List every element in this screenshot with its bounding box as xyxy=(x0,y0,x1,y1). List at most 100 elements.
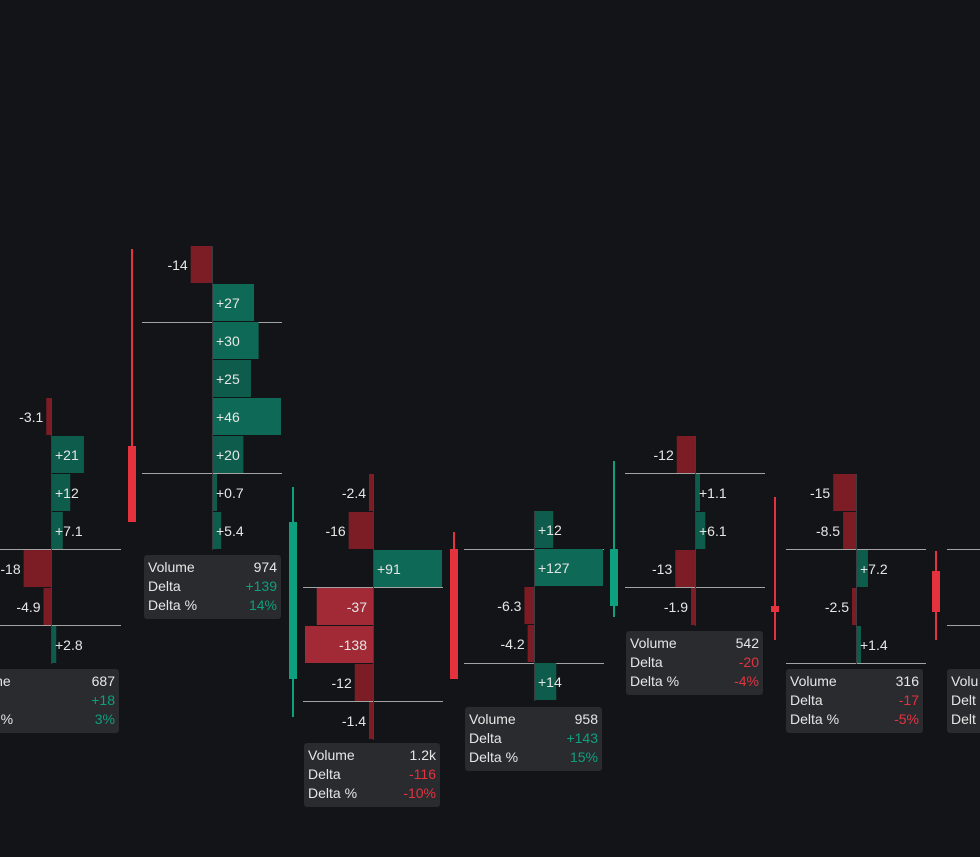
delta-bar-positive xyxy=(857,550,868,587)
delta-bar-positive xyxy=(696,474,700,511)
delta-bar-negative xyxy=(316,588,373,625)
stats-panel-background xyxy=(947,669,980,733)
delta-value-label: -37 xyxy=(347,599,367,615)
stats-volume-label: Volume xyxy=(0,673,11,689)
delta-value-label: +14 xyxy=(538,674,562,690)
stats-panel: Volume687Delta+18Delta %3% xyxy=(0,669,119,733)
delta-value-label: -4.9 xyxy=(16,599,40,615)
delta-value-label: -3.1 xyxy=(19,409,43,425)
delta-value-label: -12 xyxy=(654,447,674,463)
candle-body xyxy=(771,606,779,612)
stats-volume-value: 974 xyxy=(254,559,278,575)
delta-value-label: -13 xyxy=(652,561,672,577)
delta-bar-positive xyxy=(52,512,63,549)
delta-value-label: +0.7 xyxy=(216,485,244,501)
price-candle[interactable] xyxy=(771,497,779,640)
stats-panel-background xyxy=(304,743,440,807)
delta-bar-negative xyxy=(676,436,695,473)
price-candle[interactable] xyxy=(128,249,136,522)
stats-volume-value: 316 xyxy=(896,673,920,689)
delta-bar-negative xyxy=(369,474,373,511)
delta-value-label: +127 xyxy=(538,560,570,576)
delta-bar-positive xyxy=(52,436,84,473)
stats-delta-percent-label: Delta % xyxy=(0,711,13,727)
delta-value-label: +27 xyxy=(216,295,240,311)
stats-delta-value: +18 xyxy=(91,692,115,708)
stats-panel-background xyxy=(144,555,281,619)
delta-value-label: -15 xyxy=(810,485,830,501)
stats-delta-percent-label: Delt xyxy=(951,711,976,727)
delta-value-label: +12 xyxy=(538,522,562,538)
delta-bar-negative xyxy=(348,512,373,549)
delta-value-label: +2.8 xyxy=(55,637,83,653)
stats-panel: Volu Delt Delt xyxy=(947,669,980,733)
delta-bar-negative xyxy=(843,512,856,549)
price-candle[interactable] xyxy=(289,487,297,717)
price-candle[interactable] xyxy=(932,551,940,640)
candle-body xyxy=(289,522,297,679)
delta-value-label: -2.5 xyxy=(825,599,849,615)
delta-value-label: -18 xyxy=(0,561,20,577)
delta-bar-positive xyxy=(213,284,255,321)
delta-bar-negative xyxy=(527,625,534,662)
delta-bar-negative xyxy=(43,588,51,625)
footprint-column: -15 -8.5 +7.2 -2.5 +1.4 xyxy=(786,474,926,664)
stats-volume-label: Volu xyxy=(951,673,978,689)
delta-bar-positive xyxy=(857,626,861,663)
delta-bar-positive xyxy=(374,550,442,587)
stats-panel: Volume 958 Delta +143 Delta % 15% xyxy=(465,707,602,771)
stats-delta-label: Delta xyxy=(308,766,341,782)
delta-value-label: -1.9 xyxy=(664,599,688,615)
stats-delta-value: +139 xyxy=(245,578,277,594)
stats-delta-value: +143 xyxy=(566,730,598,746)
delta-value-label: +1.1 xyxy=(699,485,727,501)
stats-panel-background xyxy=(0,669,119,733)
stats-panel: Volume 542 Delta -20 Delta % -4% xyxy=(626,631,763,695)
footprint-column xyxy=(947,549,980,626)
delta-bar-positive xyxy=(535,663,557,700)
stats-delta-percent-label: Delta % xyxy=(630,673,679,689)
price-candle[interactable] xyxy=(610,461,618,617)
delta-value-label: -16 xyxy=(325,523,345,539)
stats-delta-label: Delta xyxy=(630,654,663,670)
stats-volume-value: 542 xyxy=(736,635,760,651)
price-candle[interactable] xyxy=(450,532,458,679)
stats-delta-percent-value: -4% xyxy=(734,673,759,689)
stats-panel: Volume 974 Delta +139 Delta % 14% xyxy=(144,555,281,619)
delta-value-label: +21 xyxy=(55,447,79,463)
stats-delta-label: Delta xyxy=(148,578,181,594)
footprint-column: -3.1 +21 +12 +7.1 -18 -4.9 +2.8 xyxy=(0,398,121,664)
delta-value-label: -138 xyxy=(339,637,367,653)
stats-delta-percent-value: -5% xyxy=(894,711,919,727)
stats-delta-percent-label: Delta % xyxy=(308,785,357,801)
stats-panel-background xyxy=(465,707,602,771)
delta-bar-positive xyxy=(213,512,222,549)
stats-volume-label: Volume xyxy=(469,711,516,727)
candle-body xyxy=(932,571,940,612)
delta-bar-positive xyxy=(535,511,554,548)
candles-layer xyxy=(128,249,940,717)
delta-value-label: -6.3 xyxy=(497,598,521,614)
candle-body xyxy=(610,549,618,606)
delta-bar-positive xyxy=(213,398,281,435)
stats-delta-percent-value: 14% xyxy=(249,597,277,613)
footprint-column: -12 +1.1 +6.1 -13 -1.9 xyxy=(625,436,765,626)
delta-bar-negative xyxy=(354,664,373,701)
delta-bar-negative xyxy=(305,626,373,663)
stats-volume-label: Volume xyxy=(308,747,355,763)
delta-value-label: +12 xyxy=(55,485,79,501)
stats-volume-value: 1.2k xyxy=(410,747,437,763)
stats-delta-label: Delta xyxy=(469,730,502,746)
delta-bar-negative xyxy=(369,702,373,739)
stats-delta-percent-value: -10% xyxy=(403,785,436,801)
stats-delta-percent-label: Delta % xyxy=(790,711,839,727)
stats-volume-label: Volume xyxy=(790,673,837,689)
stats-delta-value: -20 xyxy=(739,654,759,670)
candle-body xyxy=(128,446,136,522)
delta-bar-negative xyxy=(833,474,856,511)
delta-value-label: +1.4 xyxy=(860,637,888,653)
delta-bar-negative xyxy=(691,588,695,625)
footprint-column: -2.4 -16 +91 -37 -138 -12 -1.4 xyxy=(303,474,443,740)
stats-delta-percent-value: 3% xyxy=(95,711,115,727)
